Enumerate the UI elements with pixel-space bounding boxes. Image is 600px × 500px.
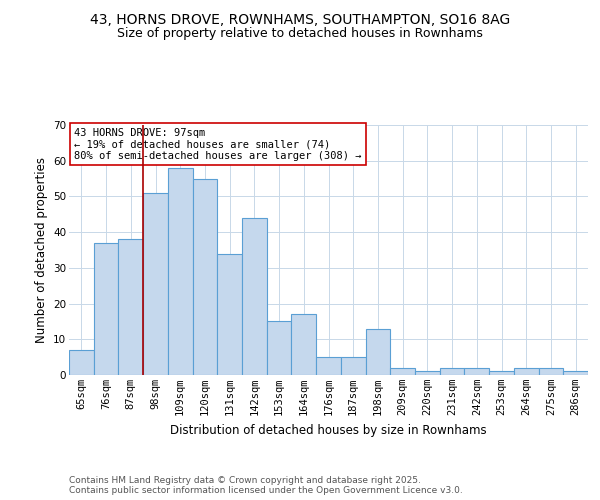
Bar xyxy=(489,372,514,375)
Bar xyxy=(217,254,242,375)
Bar xyxy=(514,368,539,375)
Bar xyxy=(118,240,143,375)
Bar xyxy=(341,357,365,375)
Bar xyxy=(69,350,94,375)
Bar xyxy=(143,193,168,375)
Bar xyxy=(316,357,341,375)
Bar xyxy=(365,328,390,375)
Text: 43, HORNS DROVE, ROWNHAMS, SOUTHAMPTON, SO16 8AG: 43, HORNS DROVE, ROWNHAMS, SOUTHAMPTON, … xyxy=(90,12,510,26)
Text: Size of property relative to detached houses in Rownhams: Size of property relative to detached ho… xyxy=(117,28,483,40)
Y-axis label: Number of detached properties: Number of detached properties xyxy=(35,157,47,343)
X-axis label: Distribution of detached houses by size in Rownhams: Distribution of detached houses by size … xyxy=(170,424,487,436)
Bar xyxy=(464,368,489,375)
Text: Contains HM Land Registry data © Crown copyright and database right 2025.
Contai: Contains HM Land Registry data © Crown c… xyxy=(69,476,463,495)
Bar xyxy=(415,372,440,375)
Bar xyxy=(440,368,464,375)
Bar xyxy=(292,314,316,375)
Bar xyxy=(539,368,563,375)
Bar xyxy=(94,243,118,375)
Bar xyxy=(168,168,193,375)
Bar xyxy=(563,372,588,375)
Bar xyxy=(242,218,267,375)
Bar xyxy=(267,322,292,375)
Text: 43 HORNS DROVE: 97sqm
← 19% of detached houses are smaller (74)
80% of semi-deta: 43 HORNS DROVE: 97sqm ← 19% of detached … xyxy=(74,128,362,160)
Bar xyxy=(193,178,217,375)
Bar xyxy=(390,368,415,375)
